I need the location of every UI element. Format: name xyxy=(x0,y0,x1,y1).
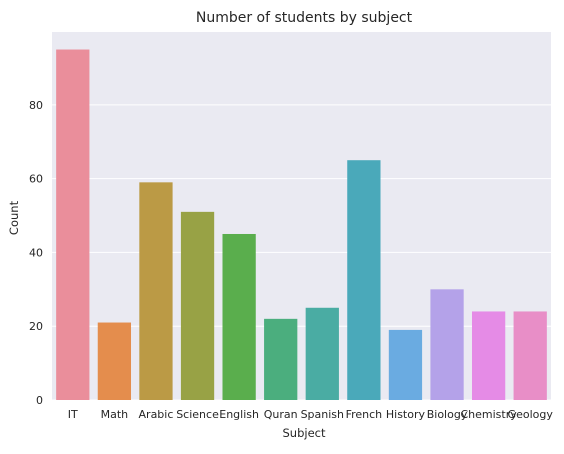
x-tick-label: Spanish xyxy=(301,408,344,421)
chart-title: Number of students by subject xyxy=(196,10,413,26)
x-tick-label: French xyxy=(346,408,383,421)
y-tick-label: 80 xyxy=(29,99,43,112)
bar-spanish xyxy=(305,307,339,400)
bar-geology xyxy=(513,311,547,400)
x-tick-label: Quran xyxy=(264,408,298,421)
bar-arabic xyxy=(139,182,173,400)
x-tick-label: Math xyxy=(101,408,129,421)
x-tick-label: Arabic xyxy=(139,408,174,421)
y-tick-labels: 0 20 40 60 80 xyxy=(29,99,43,407)
x-tick-labels: IT Math Arabic Science English Quran Spanish Fr… xyxy=(68,408,554,421)
x-tick-label: Biology xyxy=(427,408,468,421)
bar-history xyxy=(388,329,423,400)
grid-lines xyxy=(52,104,551,401)
x-axis-label: Subject xyxy=(283,426,326,440)
bar-science xyxy=(180,211,215,400)
bar-french xyxy=(347,160,381,400)
bars xyxy=(56,49,547,401)
x-tick-label: Chemistry xyxy=(460,408,517,421)
x-tick-label: Geology xyxy=(508,408,554,421)
y-tick-label: 0 xyxy=(36,394,43,407)
y-axis-label: Count xyxy=(7,200,21,235)
bar-biology xyxy=(430,289,464,400)
x-tick-label: IT xyxy=(68,408,78,421)
x-tick-label: History xyxy=(386,408,426,421)
x-tick-label: English xyxy=(219,408,259,421)
x-tick-label: Science xyxy=(176,408,219,421)
y-tick-label: 20 xyxy=(29,320,43,333)
bar-english xyxy=(222,233,256,400)
bar-math xyxy=(97,322,132,400)
plot-background xyxy=(52,32,551,400)
y-tick-label: 40 xyxy=(29,246,43,259)
bar-it xyxy=(56,49,90,401)
bar-quran xyxy=(264,318,298,400)
y-tick-label: 60 xyxy=(29,173,43,186)
bar-chemistry xyxy=(471,311,506,400)
